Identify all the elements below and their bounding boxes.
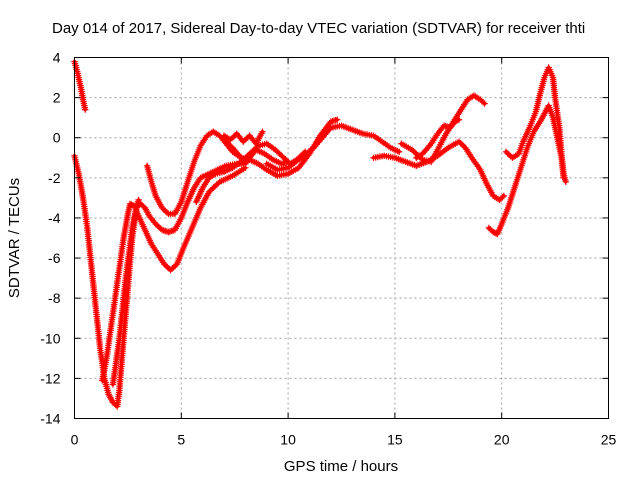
data-series-satellite-track-8 xyxy=(220,128,266,147)
y-axis-label: SDTVAR / TECUs xyxy=(6,178,23,298)
grid xyxy=(74,57,609,419)
y-tick-label: -12 xyxy=(40,370,60,386)
data-series-satellite-track-4 xyxy=(109,160,249,388)
x-tick-label: 25 xyxy=(601,432,617,448)
x-tick-label: 20 xyxy=(494,432,510,448)
series-markers xyxy=(71,152,142,410)
x-tick-label: 5 xyxy=(177,432,185,448)
series-line xyxy=(111,162,248,387)
x-axis-label: GPS time / hours xyxy=(284,458,398,475)
y-tick-label: -2 xyxy=(48,170,61,186)
series-group xyxy=(71,58,569,410)
axis-ticks: 0 5 10 15 20 25 -14 -12 -10 -8 -6 -4 -2 0 2 4 xyxy=(40,50,616,448)
data-series-satellite-track-13 xyxy=(485,102,567,238)
series-markers xyxy=(263,122,403,173)
data-series-satellite-track-14 xyxy=(502,64,569,185)
y-tick-label: 2 xyxy=(53,90,61,106)
data-series-satellite-track-2 xyxy=(71,152,142,410)
data-series-satellite-track-3 xyxy=(99,164,249,384)
y-tick-label: 0 xyxy=(53,130,61,146)
y-tick-label: 4 xyxy=(53,50,61,66)
chart-title: Day 014 of 2017, Sidereal Day-to-day VTE… xyxy=(52,20,585,37)
data-series-satellite-track-7 xyxy=(220,136,292,167)
series-markers xyxy=(109,160,249,388)
y-tick-label: -6 xyxy=(48,250,61,266)
series-line xyxy=(487,103,566,236)
series-markers xyxy=(99,164,249,384)
y-tick-label: -4 xyxy=(48,210,61,226)
y-tick-label: -10 xyxy=(40,330,60,346)
data-series-satellite-track-12 xyxy=(413,116,463,161)
series-markers xyxy=(502,64,569,185)
data-series-satellite-track-1 xyxy=(71,58,89,113)
series-markers xyxy=(413,116,463,161)
x-tick-label: 10 xyxy=(280,432,296,448)
series-markers xyxy=(143,116,341,218)
data-series-satellite-track-5 xyxy=(143,116,341,218)
x-tick-label: 15 xyxy=(387,432,403,448)
y-tick-label: -14 xyxy=(40,411,60,427)
plot-frame xyxy=(74,57,609,419)
series-markers xyxy=(220,136,292,167)
series-markers xyxy=(220,128,266,147)
data-series-satellite-track-9 xyxy=(263,122,403,173)
x-tick-label: 0 xyxy=(71,432,79,448)
y-tick-label: -8 xyxy=(48,290,61,306)
series-line xyxy=(145,117,339,216)
series-markers xyxy=(485,102,567,238)
